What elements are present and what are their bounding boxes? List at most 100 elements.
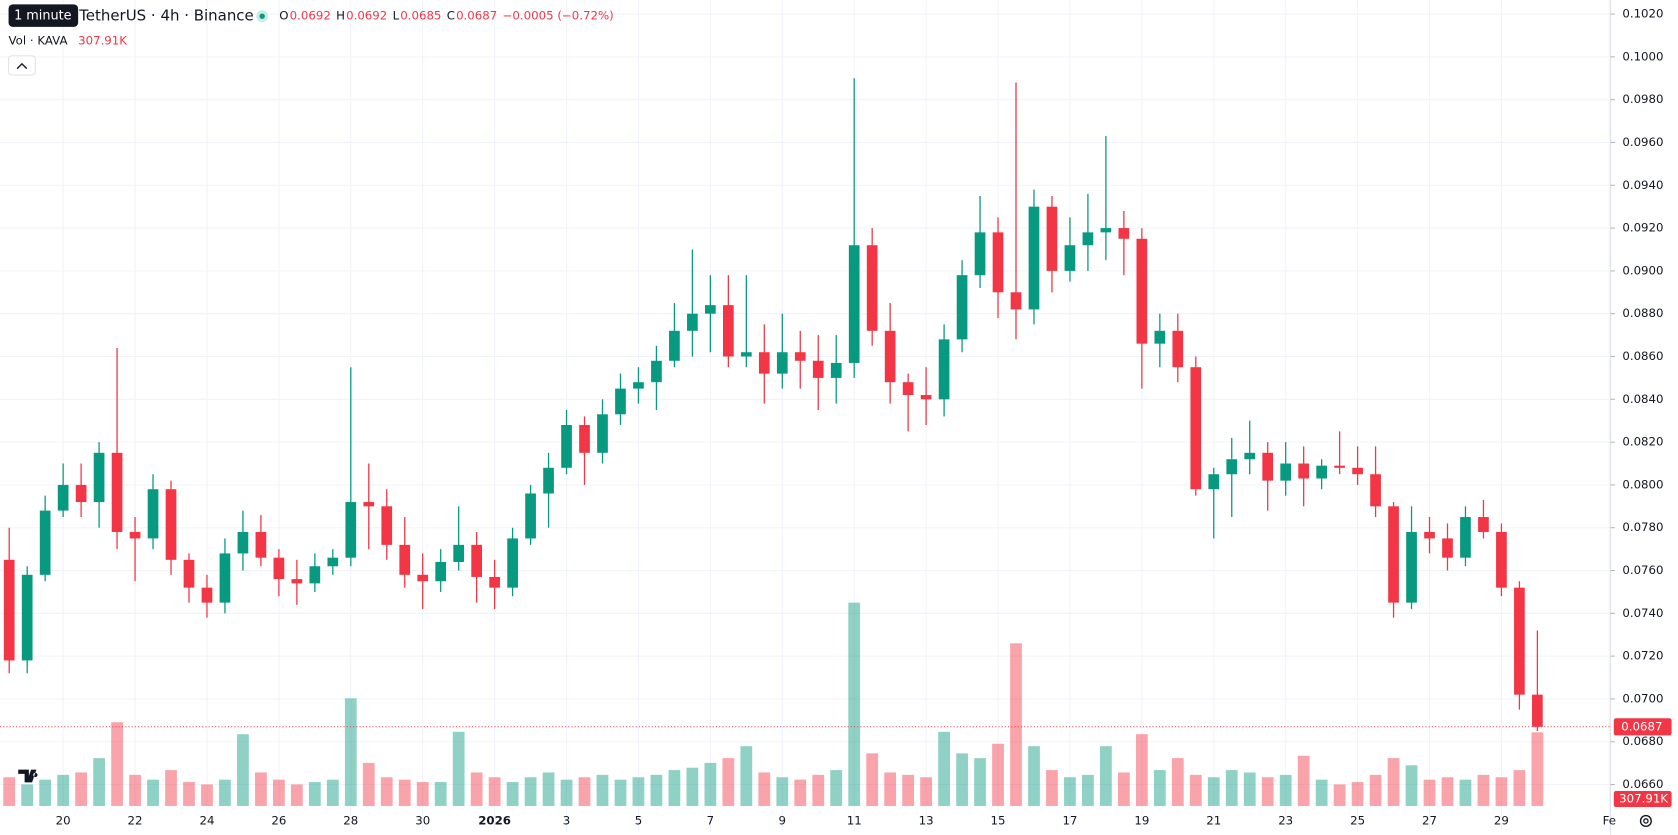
symbol-title[interactable]: TetherUS · 4h · Binance (78, 7, 254, 25)
candle-body (633, 382, 644, 389)
volume-badge-label: 307.91K (1619, 792, 1668, 806)
y-tick-label: 0.0940 (1622, 178, 1663, 192)
ohlc-value: 0.0687 (456, 9, 497, 23)
y-tick-label: 0.0680 (1622, 734, 1663, 748)
x-tick-label: 23 (1278, 813, 1293, 827)
volume-bar (1297, 755, 1310, 806)
volume-bar (578, 777, 591, 806)
volume-bar (255, 772, 267, 806)
volume-bar (1225, 770, 1238, 806)
candle-body (669, 330, 680, 361)
x-tick-label: 9 (779, 813, 787, 827)
volume-bar (1423, 779, 1436, 806)
legend: 1 minute TetherUS · 4h · Binance Vol · K… (8, 4, 614, 76)
collapse-icon (16, 62, 28, 70)
last-price-label: 0.0687 (1621, 719, 1662, 733)
candle-body (1082, 232, 1094, 246)
volume-bar (524, 777, 537, 806)
candle-body (1262, 452, 1274, 481)
candle-body (327, 557, 339, 567)
ohlc-value: 0.0685 (400, 9, 441, 23)
volume-bar (1405, 765, 1418, 806)
volume-bar (308, 782, 321, 806)
volume-bar (614, 779, 627, 806)
candle-body (884, 330, 896, 383)
candle-body (1226, 459, 1238, 475)
candle-body (794, 352, 806, 361)
candle-body (219, 553, 231, 603)
candle-body (57, 484, 69, 511)
ohlc-key: O (279, 9, 288, 23)
volume-bar (1513, 770, 1526, 806)
x-tick-label: 13 (919, 813, 934, 827)
volume-bar (722, 758, 735, 806)
volume-bar (380, 777, 393, 806)
volume-pane (3, 602, 1544, 806)
price-axis: 0.0660 0.0680 0.0700 0.0720 0.0740 0.0760 0.07… (56, 7, 1672, 827)
volume-bar (1135, 734, 1148, 806)
volume-bar (1010, 643, 1022, 806)
candle-body (1298, 463, 1310, 479)
candle-body (399, 544, 411, 575)
candle-body (1028, 206, 1040, 310)
volume-bar (416, 782, 429, 806)
tv-logo (18, 769, 38, 783)
volume-bar (398, 779, 411, 806)
candle-body (1406, 532, 1417, 603)
x-tick-label: 21 (1206, 813, 1221, 827)
candle-body (201, 587, 213, 603)
volume-bar (434, 782, 447, 806)
volume-bar (488, 777, 501, 806)
x-tick-label: 19 (1134, 813, 1149, 827)
volume-bar (147, 779, 159, 806)
candle-body (507, 538, 518, 588)
candle-body (938, 339, 950, 400)
volume-title: Vol · KAVA (9, 33, 68, 47)
candle-body (1100, 228, 1112, 233)
volume-bar (1387, 758, 1400, 806)
volume-bar (1064, 777, 1076, 806)
settings[interactable] (1639, 814, 1652, 827)
candle-body (758, 352, 770, 374)
volume-bar (848, 602, 861, 806)
volume-bar (1243, 772, 1256, 806)
candle-body (1136, 238, 1148, 344)
ohlc-key: H (336, 9, 345, 23)
y-tick-label: 0.1020 (1622, 7, 1663, 21)
candle-body (1370, 474, 1381, 507)
candle-body (129, 532, 141, 539)
volume-bar (542, 772, 555, 806)
x-tick-label: 17 (1062, 813, 1077, 827)
volume-bar (1207, 777, 1220, 806)
candle-body (75, 484, 87, 503)
volume-bar (219, 779, 231, 806)
collapse-button[interactable] (8, 55, 36, 76)
settings-icon[interactable] (1639, 814, 1652, 827)
volume-bar (1028, 746, 1040, 806)
candle-body (956, 275, 968, 340)
candle-body (1118, 228, 1130, 239)
volume-bar (668, 770, 681, 806)
volume-bar (1100, 746, 1112, 806)
candle-body (1280, 463, 1292, 481)
volume-bar (956, 753, 968, 806)
volume-bar (290, 784, 303, 806)
candle-body (1244, 452, 1256, 460)
candle-body (471, 544, 482, 577)
tooltip-box (8, 4, 79, 27)
x-tick-label: Fe (1603, 813, 1616, 827)
candle-body (381, 506, 393, 545)
volume-badge (1613, 790, 1672, 808)
candle-body (363, 502, 375, 507)
volume-bar (506, 782, 519, 806)
candle-body (1352, 467, 1363, 475)
volume-bar (3, 777, 16, 806)
ohlc-key: C (447, 9, 455, 23)
volume-bar (740, 746, 753, 806)
volume-bar (902, 774, 915, 806)
y-tick-label: 0.0760 (1622, 563, 1663, 577)
y-tick-label: 0.0900 (1622, 263, 1663, 277)
candle-body (255, 532, 267, 558)
volume-bar (686, 767, 699, 806)
